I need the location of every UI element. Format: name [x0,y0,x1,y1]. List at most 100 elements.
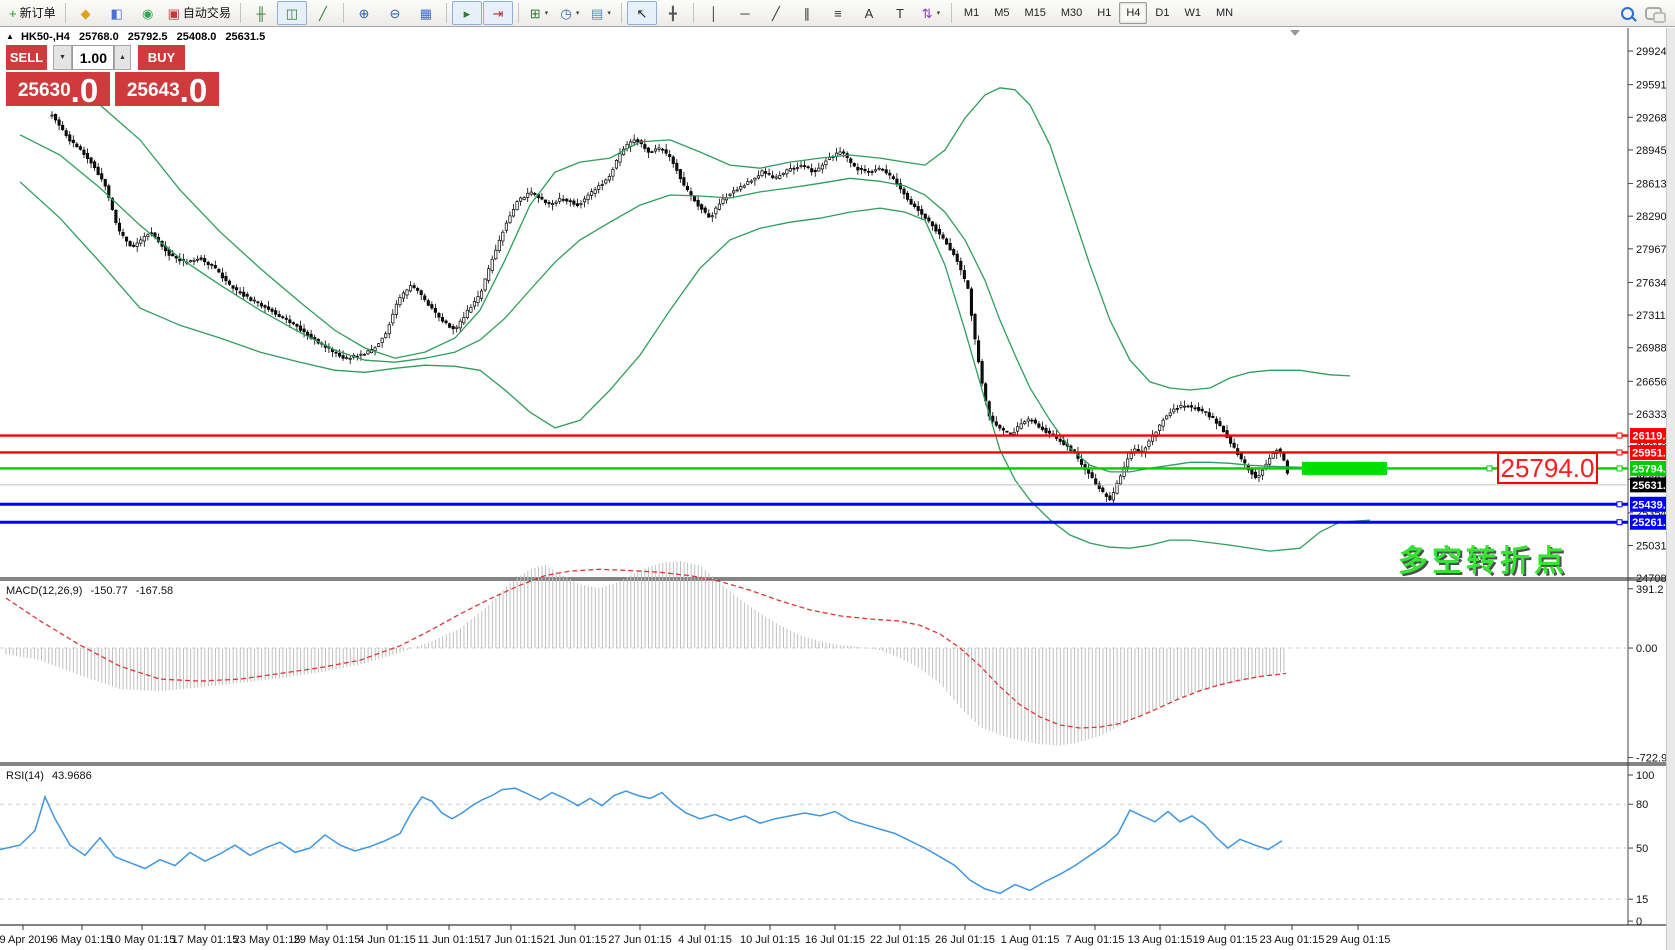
svg-text:22 Jul 01:15: 22 Jul 01:15 [870,934,930,946]
sell-button[interactable]: SELL [6,45,47,70]
bollinger-bands [19,87,1371,552]
chevron-down-icon[interactable]: ▾ [575,9,580,17]
text-icon: A [864,5,874,21]
signal-button[interactable]: ◉ [133,1,163,25]
zoom-out-button[interactable]: ⊖ [380,1,410,25]
level-line-25439.1[interactable] [0,501,1628,508]
chevron-down-icon[interactable]: ▾ [544,9,549,17]
timeframe-d1-button[interactable]: D1 [1155,7,1170,19]
price-level-callout[interactable]: 25794.0 [1497,452,1598,484]
panel-separator[interactable] [0,577,1675,581]
svg-text:25031.5: 25031.5 [1636,540,1675,552]
tile-windows-button[interactable]: ▦ [411,1,441,25]
timeframe-mn-button[interactable]: MN [1215,7,1234,19]
svg-text:10 Jul 01:15: 10 Jul 01:15 [740,934,800,946]
svg-text:27967.0: 27967.0 [1636,244,1675,256]
timeframe-m5-button[interactable]: M5 [994,7,1010,19]
turning-point-annotation[interactable]: 多空转折点 [1398,545,1568,578]
trendline-button[interactable]: ╱ [761,1,791,25]
ohlc-header: ▲ HK50-,H4 25768.0 25792.5 25408.0 25631… [6,31,271,43]
indicators-button[interactable]: ⊞ ▾ [524,1,554,25]
fibonacci-icon: ≡ [834,5,842,21]
timeframe-h4-button[interactable]: H4 [1119,2,1148,24]
sell-price-main: 25630 [17,80,71,101]
chevron-down-icon[interactable]: ▾ [607,9,611,17]
chart-window: 29924.0 29591.5 29268.5 28945.5 28613.0 28290… [0,28,1675,950]
chart-canvas[interactable]: 29924.0 29591.5 29268.5 28945.5 28613.0 28290… [0,28,1675,950]
level-line-25951.8[interactable] [0,449,1628,456]
zoom-in-icon: ⊕ [358,5,370,21]
timeframe-m30-button[interactable]: M30 [1060,7,1083,19]
horizontal-line-button[interactable]: ─ [730,1,760,25]
svg-text:26 Jul 01:15: 26 Jul 01:15 [935,934,995,946]
low-value: 25408.0 [176,31,217,43]
vertical-line-button[interactable]: │ [699,1,729,25]
search-icon[interactable] [1621,6,1634,20]
svg-text:25261.7: 25261.7 [1632,517,1672,529]
svg-text:11 Jun 01:15: 11 Jun 01:15 [418,934,481,946]
svg-text:29 Apr 2019: 29 Apr 2019 [0,934,53,946]
panel-separator[interactable] [0,762,1675,766]
candlestick-chart-icon: ◫ [285,5,299,21]
zoom-in-button[interactable]: ⊕ [349,1,379,25]
svg-text:80: 80 [1636,799,1648,811]
svg-text:26333.0: 26333.0 [1636,409,1675,421]
fibonacci-button[interactable]: ≡ [823,1,853,25]
crosshair-button[interactable]: ╋ [658,1,688,25]
volume-increase-button[interactable]: ▲ [114,45,131,70]
text-label-icon: T [895,5,904,21]
level-line-25261.7[interactable] [0,519,1628,526]
svg-text:29924.0: 29924.0 [1636,46,1675,58]
svg-text:26656.0: 26656.0 [1636,376,1675,388]
chat-icon[interactable] [1645,6,1666,23]
svg-text:50: 50 [1636,843,1648,855]
toolbar-separator [692,3,694,23]
volume-decrease-button[interactable]: ▼ [53,45,72,70]
main-toolbar: + 新订单 ◆ ◧ ◉ ▣ 自动交易 ╫ ◫ ╱ ⊕ ⊖ ▦ ▸ ⇥ ⊞ ▾ ◷ ▾ ▤ ▾ ↖ ╋ │ ─ ╱ ∥ ≡ A T ⇅ ▾ M1 M… [0,0,1675,27]
level-line-26119.4[interactable] [0,432,1628,439]
buy-button[interactable]: BUY [138,45,185,70]
templates-button[interactable]: ▤ ▾ [586,1,616,25]
svg-text:100: 100 [1636,770,1654,782]
arrows-button[interactable]: ⇅ ▾ [916,1,946,25]
equidistant-channel-button[interactable]: ∥ [792,1,822,25]
bar-chart-button[interactable]: ╫ [246,1,276,25]
buy-price[interactable]: 25643 .0 [115,71,219,109]
market-watch-button[interactable]: ◧ [102,1,132,25]
timeframe-h1-button[interactable]: H1 [1097,7,1112,19]
periods-button[interactable]: ◷ ▾ [555,1,585,25]
candlestick-chart-button[interactable]: ◫ [276,1,307,25]
svg-text:10 May 01:15: 10 May 01:15 [109,934,176,946]
buy-price-pips: .0 [179,71,208,109]
chart-collapse-toggle[interactable]: ▲ [6,32,14,41]
svg-text:23 Aug 01:15: 23 Aug 01:15 [1260,934,1325,946]
highlight-rectangle[interactable] [1302,461,1387,475]
sell-price[interactable]: 25630 .0 [6,72,110,107]
periods-icon: ◷ [560,5,572,21]
highlighter-button[interactable]: ◆ [71,1,101,25]
svg-text:25439.1: 25439.1 [1632,499,1672,511]
auto-scroll-button[interactable]: ▸ [451,1,482,25]
chart-shift-button[interactable]: ⇥ [482,1,513,25]
volume-input[interactable]: 1.00 [72,45,114,70]
svg-text:29 May 01:15: 29 May 01:15 [294,934,361,946]
chart-shift-icon: ⇥ [492,5,504,21]
chart-shift-marker [1290,30,1300,36]
timeframe-m1-button[interactable]: M1 [963,7,980,19]
svg-text:17 May 01:15: 17 May 01:15 [172,934,239,946]
time-axis[interactable]: 29 Apr 20196 May 01:1510 May 01:1517 May… [0,925,1390,946]
text-button[interactable]: A [854,1,884,25]
auto-trading-button[interactable]: ▣ 自动交易 [164,1,235,25]
text-label-button[interactable]: T [885,1,915,25]
svg-text:25794.0: 25794.0 [1632,463,1672,475]
line-chart-button[interactable]: ╱ [308,1,338,25]
svg-text:29591.5: 29591.5 [1636,80,1675,92]
chevron-down-icon[interactable]: ▾ [936,9,941,17]
toolbar-separator [620,3,622,23]
timeframe-m15-button[interactable]: M15 [1024,7,1046,19]
market-watch-icon: ◧ [110,5,123,21]
new-order-button[interactable]: + 新订单 [5,1,60,25]
timeframe-w1-button[interactable]: W1 [1184,7,1201,19]
time-axis-zone[interactable] [0,925,1675,950]
cursor-button[interactable]: ↖ [626,1,657,25]
